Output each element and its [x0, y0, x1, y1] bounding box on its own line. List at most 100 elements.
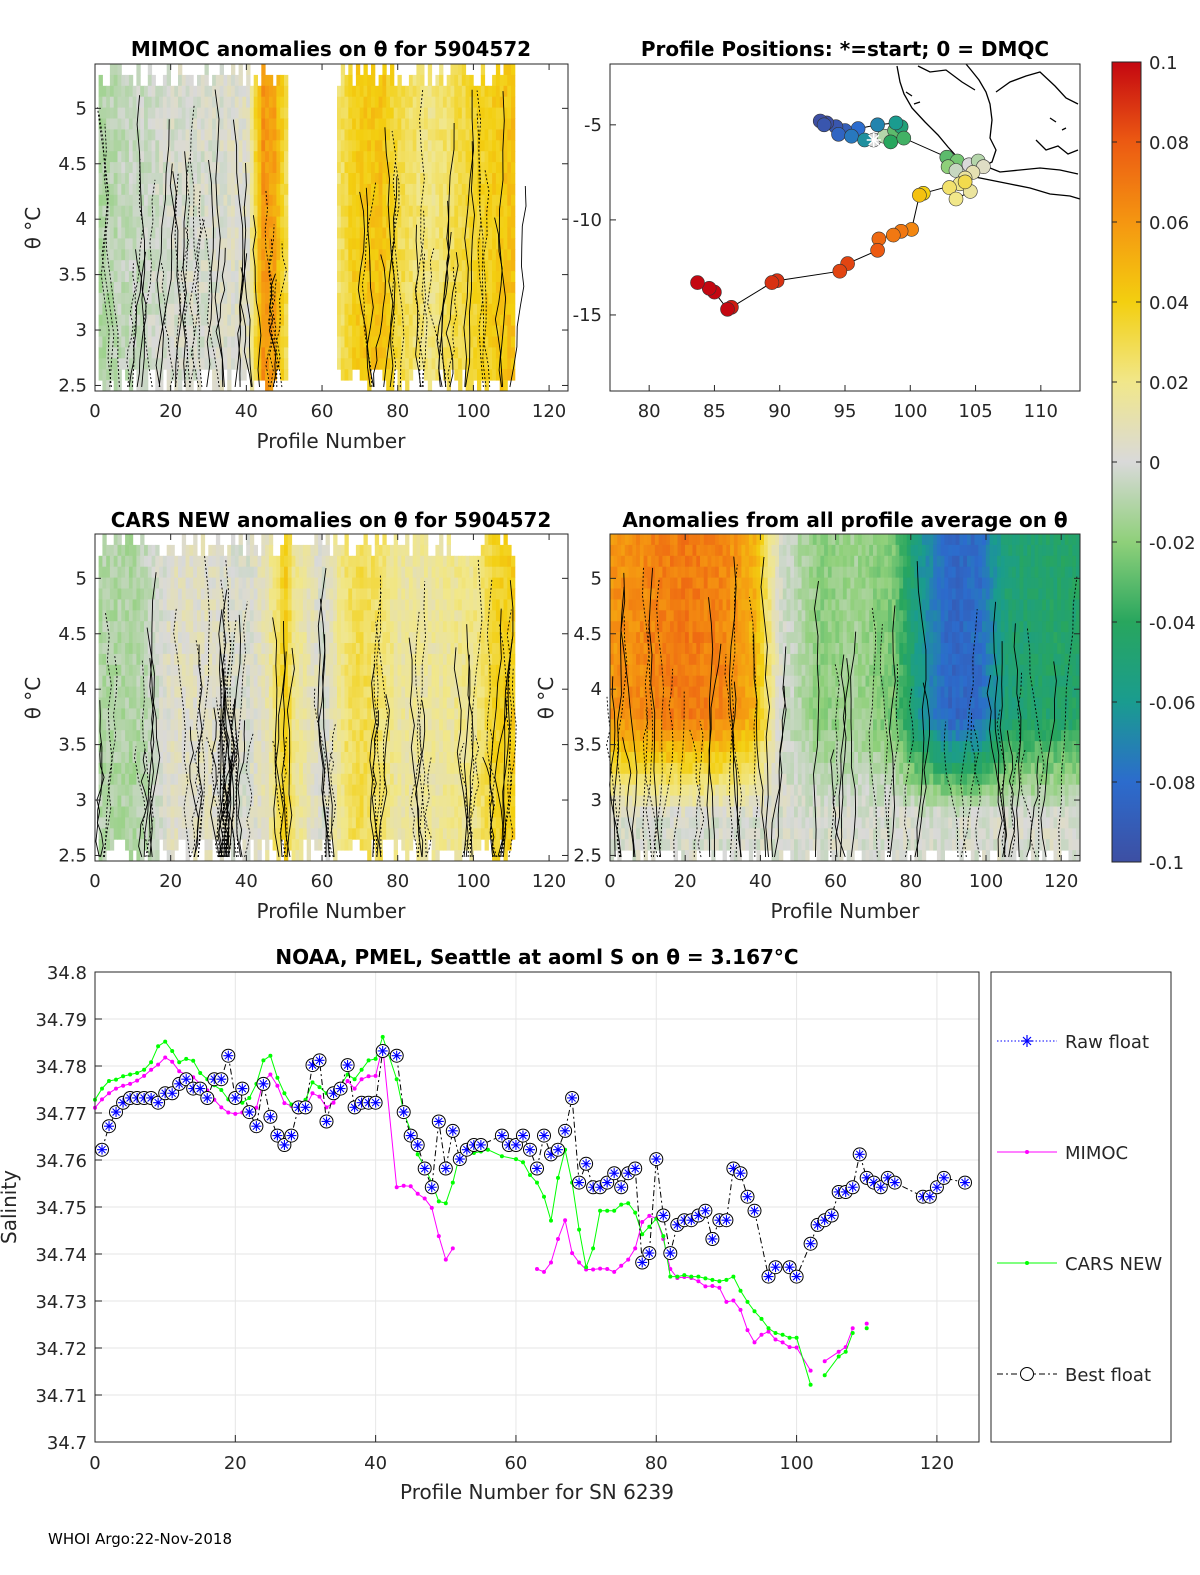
heatmap-cell [174, 151, 179, 163]
heatmap-cell [492, 282, 497, 294]
heatmap-cell [181, 194, 187, 207]
heatmap-cell [231, 292, 236, 305]
heatmap-cell [337, 828, 342, 840]
heatmap-cell [234, 752, 240, 764]
heatmap-cell [234, 194, 240, 207]
heatmap-cell [242, 632, 247, 644]
heatmap-cell [125, 599, 130, 611]
heatmap-cell [181, 129, 187, 141]
heatmap-cell [242, 784, 247, 797]
heatmap-cell [473, 85, 478, 98]
heatmap-cell [318, 544, 323, 557]
heatmap-cell [469, 96, 474, 109]
heatmap-cell [151, 140, 156, 152]
heatmap-cell [355, 74, 361, 87]
heatmap-cell [102, 369, 107, 381]
heatmap-cell [390, 238, 395, 250]
heatmap-cell [109, 303, 115, 316]
heatmap-cell [374, 282, 380, 294]
heatmap-cell [272, 762, 277, 775]
heatmap-cell [121, 347, 126, 359]
heatmap-cell [140, 183, 145, 196]
heatmap-cell [359, 686, 364, 698]
heatmap-cell [212, 238, 217, 250]
heatmap-cell [140, 314, 145, 327]
heatmap-cell [246, 151, 251, 163]
heatmap-cell [371, 632, 376, 644]
heatmap-cell [113, 534, 118, 546]
heatmap-cell [106, 621, 111, 633]
heatmap-cell [359, 752, 364, 764]
heatmap-cell [344, 183, 349, 196]
heatmap-cell [162, 632, 168, 644]
heatmap-cell [314, 577, 319, 589]
heatmap-cell [416, 64, 421, 76]
heatmap-cell [355, 260, 361, 272]
heatmap-cell [178, 795, 183, 807]
heatmap-cell [162, 347, 168, 359]
heatmap-cell [284, 675, 289, 688]
heatmap-cell [477, 380, 482, 392]
heatmap-cell [193, 336, 198, 348]
heatmap-cell [166, 358, 171, 370]
heatmap-cell [306, 555, 311, 568]
heatmap-cell [128, 534, 134, 546]
heatmap-cell [257, 249, 262, 261]
heatmap-cell [325, 686, 330, 698]
heatmap-cell [246, 610, 251, 622]
heatmap-cell [249, 544, 255, 557]
heatmap-cell [352, 303, 357, 316]
heatmap-cell [507, 314, 512, 327]
heatmap-cell [284, 686, 289, 698]
heatmap-cell [484, 194, 489, 207]
heatmap-cell [310, 773, 315, 786]
heatmap-cell [147, 96, 153, 109]
heatmap-cell [390, 325, 395, 337]
heatmap-cell [435, 249, 440, 261]
heatmap-cell [185, 325, 190, 337]
heatmap-cell [189, 566, 194, 579]
heatmap-cell [113, 216, 118, 228]
heatmap-cell [371, 588, 376, 600]
heatmap-cell [401, 227, 406, 239]
heatmap-cell [185, 107, 190, 119]
heatmap-cell [424, 271, 429, 283]
heatmap-cell [367, 784, 372, 797]
heatmap-cell [166, 621, 171, 633]
heatmap-cell [480, 64, 486, 76]
heatmap-cell [257, 719, 262, 731]
heatmap-cell [193, 118, 198, 130]
heatmap-cell [113, 271, 118, 283]
heatmap-cell [268, 107, 274, 119]
heatmap-cell [106, 85, 111, 98]
heatmap-cell [257, 708, 262, 720]
heatmap-cell [151, 839, 156, 851]
heatmap-cell [238, 140, 243, 152]
heatmap-cell [144, 719, 149, 731]
heatmap-cell [238, 566, 243, 579]
heatmap-cell [306, 708, 311, 720]
heatmap-cell [321, 621, 327, 633]
heatmap-cell [193, 621, 198, 633]
heatmap-cell [473, 260, 478, 272]
heatmap-cell [151, 828, 156, 840]
heatmap-cell [215, 817, 221, 829]
heatmap-cell [189, 544, 194, 557]
heatmap-cell [363, 762, 368, 775]
heatmap-cell [382, 194, 387, 207]
heatmap-cell [170, 544, 175, 557]
heatmap-cell [253, 839, 258, 851]
heatmap-cell [465, 74, 470, 87]
heatmap-cell [265, 194, 270, 207]
heatmap-cell [306, 839, 311, 851]
heatmap-cell [253, 140, 258, 152]
heatmap-cell [276, 183, 281, 196]
heatmap-cell [299, 643, 304, 655]
contour-line [265, 278, 277, 388]
heatmap-cell [401, 249, 406, 261]
heatmap-cell [166, 588, 171, 600]
heatmap-cell [234, 238, 240, 250]
heatmap-cell [340, 216, 346, 228]
heatmap-cell [427, 205, 433, 218]
heatmap-cell [246, 719, 251, 731]
